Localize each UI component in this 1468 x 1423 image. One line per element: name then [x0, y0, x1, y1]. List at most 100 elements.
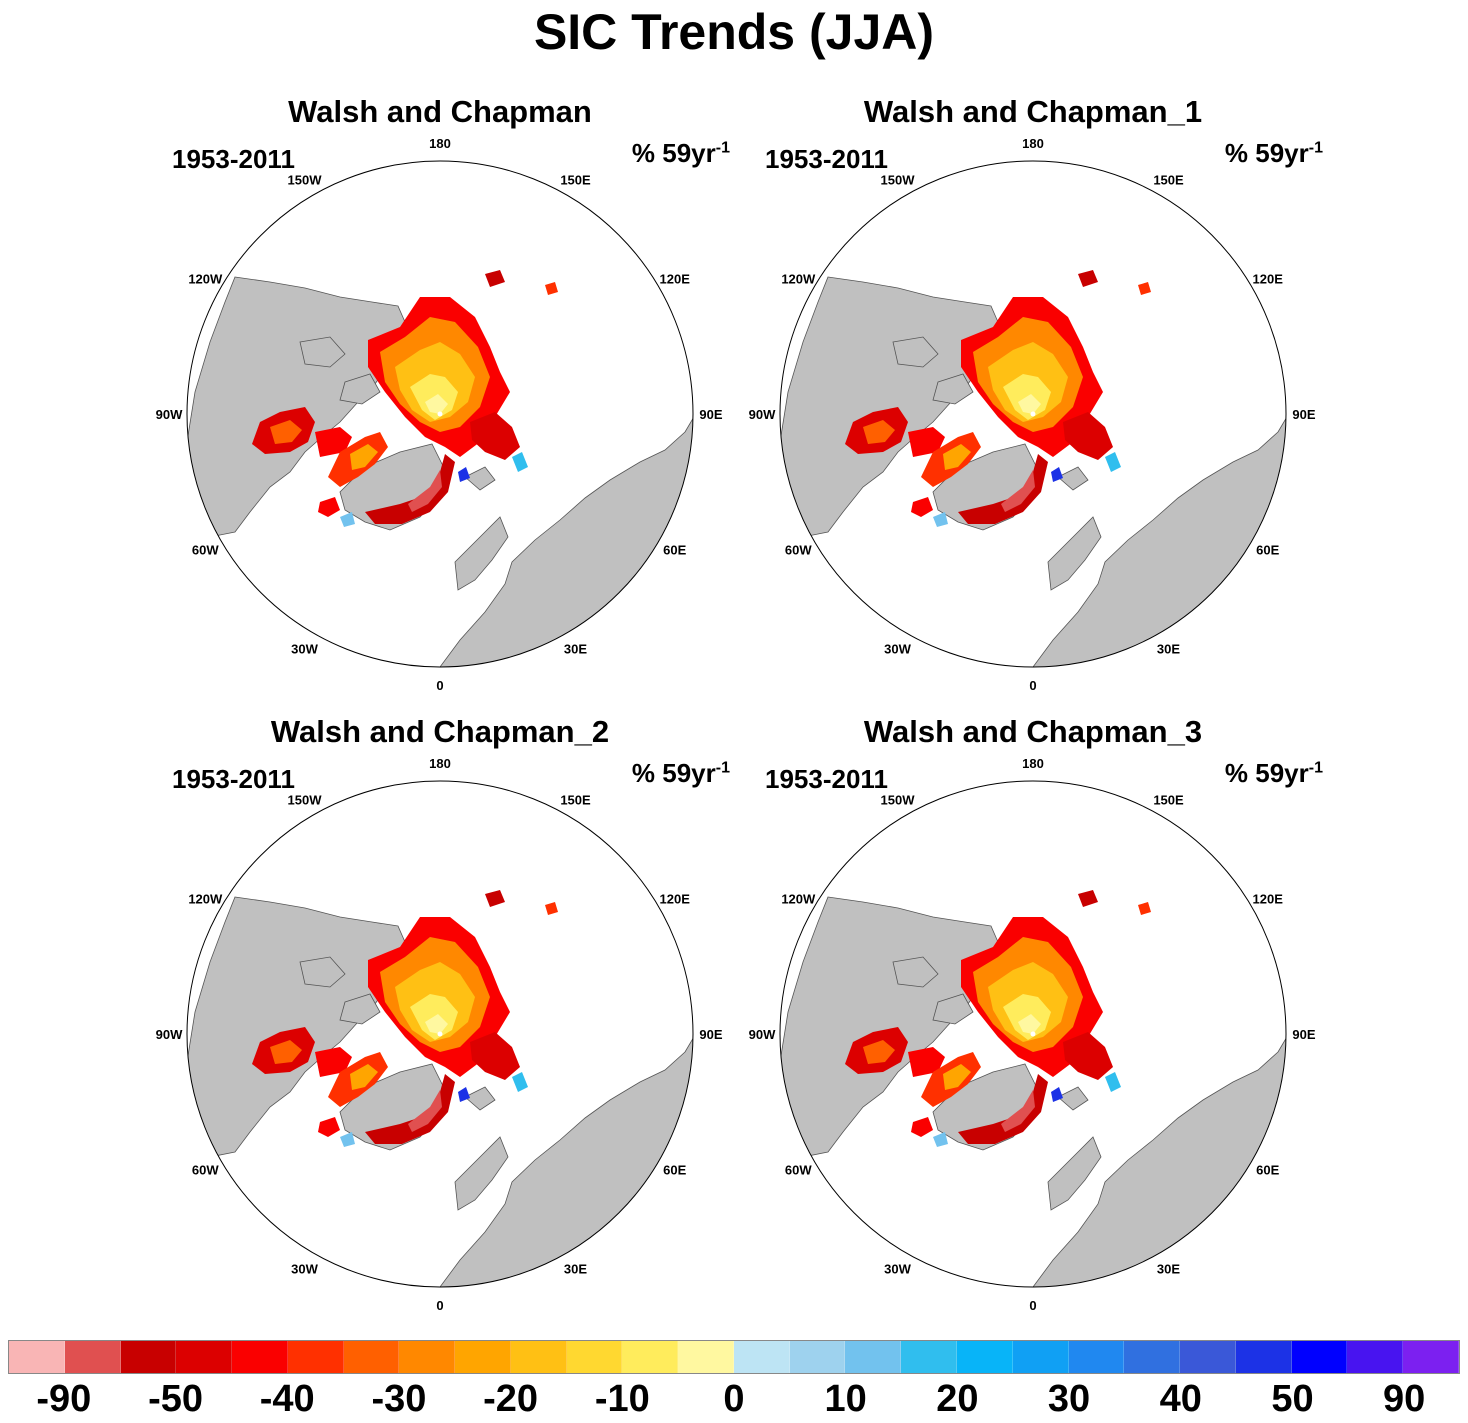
colorbar-tick-label: -90 — [36, 1378, 92, 1420]
colorbar-swatch — [845, 1341, 902, 1373]
sea-ice-trend-patch — [470, 1032, 520, 1080]
sea-ice-trend-patch — [270, 420, 302, 444]
colorbar-swatch — [120, 1341, 177, 1373]
sea-ice-trend-patch — [365, 454, 455, 524]
colorbar-swatch — [64, 1341, 121, 1373]
longitude-label: 60W — [785, 1163, 812, 1178]
sea-ice-trend-patch — [340, 1132, 355, 1147]
sea-ice-trend-patch — [470, 412, 520, 460]
sea-ice-trend-patch — [933, 512, 948, 527]
sea-ice-trend-patch — [315, 1047, 352, 1077]
colorbar-swatch — [1291, 1341, 1348, 1373]
sea-ice-trend-patch — [1138, 282, 1151, 295]
north-pole-marker — [1030, 411, 1036, 417]
longitude-label: 60E — [663, 1163, 686, 1178]
longitude-label: 90E — [1292, 1027, 1315, 1042]
colorbar-swatch — [9, 1341, 65, 1373]
sea-ice-trend-patch — [1063, 1032, 1113, 1080]
colorbar-swatch — [1347, 1341, 1404, 1373]
colorbar-swatch — [1403, 1341, 1459, 1373]
landmass-america — [187, 896, 406, 1158]
sea-ice-trend-patch — [1063, 412, 1113, 460]
longitude-label: 30E — [564, 642, 587, 657]
longitude-label: 30W — [291, 642, 318, 657]
panel-unit: % 59yr-1 — [1225, 138, 1323, 169]
sea-ice-trend-patch — [933, 1132, 948, 1147]
landmass-islands2 — [932, 993, 974, 1025]
longitude-label: 90W — [749, 407, 776, 422]
colorbar-swatch — [957, 1341, 1013, 1373]
colorbar-swatch — [1124, 1341, 1181, 1373]
sea-ice-trend-patch — [458, 467, 470, 482]
sea-ice-trend-patch — [908, 427, 945, 457]
panel-unit: % 59yr-1 — [1225, 758, 1323, 789]
longitude-label: 150W — [881, 792, 916, 807]
sea-ice-trend-patch — [425, 1014, 448, 1034]
colorbar-swatch — [287, 1341, 344, 1373]
sea-ice-trend-patch — [1051, 1087, 1063, 1102]
sea-ice-trend-patch — [350, 1064, 378, 1090]
panel-title: Walsh and Chapman_1 — [863, 94, 1203, 129]
sea-ice-trend-patch — [1138, 902, 1151, 915]
landmass-islands1 — [892, 956, 939, 988]
longitude-label: 180 — [1022, 136, 1044, 151]
polar-map: 180 150E 120E 90E 60E 30E 0 30W 60W 90W 120W 150W — [156, 756, 723, 1313]
sea-ice-trend-patch — [958, 1074, 1048, 1144]
sea-ice-trend-patch — [943, 1064, 971, 1090]
sea-ice-trend-patch — [1001, 1090, 1035, 1132]
panel-unit: % 59yr-1 — [632, 758, 730, 789]
sea-ice-trend-patch — [458, 1087, 470, 1102]
landmass-svalbard — [1057, 466, 1089, 491]
unit-exponent: -1 — [715, 759, 730, 777]
north-pole-marker — [1030, 1031, 1036, 1037]
panel-title: Walsh and Chapman_3 — [863, 714, 1203, 749]
unit-base: % 59yr — [1224, 758, 1309, 788]
longitude-label: 90W — [749, 1027, 776, 1042]
longitude-label: 0 — [436, 1298, 443, 1313]
colorbar-tick-label: 10 — [824, 1378, 867, 1420]
longitude-label: 30W — [884, 1262, 911, 1277]
map-panel: Walsh and Chapman_2 1953-2011 % 59yr-1 1… — [140, 712, 740, 1332]
colorbar-tick-label: 90 — [1383, 1378, 1426, 1420]
sea-ice-trend-patch — [425, 394, 448, 414]
unit-base: % 59yr — [631, 758, 716, 788]
map-panel: Walsh and Chapman_1 1953-2011 % 59yr-1 1… — [733, 92, 1333, 712]
landmass-america — [187, 276, 406, 538]
map-boundary — [779, 780, 1287, 1288]
unit-exponent: -1 — [1308, 139, 1323, 157]
sea-ice-trend-patch — [908, 1047, 945, 1077]
colorbar — [8, 1340, 1460, 1374]
longitude-label: 30W — [291, 1262, 318, 1277]
sea-ice-trend-patch — [1078, 890, 1098, 907]
colorbar-tick-label: 20 — [936, 1378, 979, 1420]
longitude-label: 150W — [288, 172, 323, 187]
colorbar-swatch — [1012, 1341, 1069, 1373]
longitude-label: 0 — [1029, 678, 1036, 693]
main-title: SIC Trends (JJA) — [533, 4, 935, 60]
landmass-svalbard — [1057, 1086, 1089, 1111]
longitude-label: 30E — [1157, 1262, 1180, 1277]
landmass-islands2 — [339, 373, 381, 405]
colorbar-swatch — [1068, 1341, 1125, 1373]
sea-ice-trend-patch — [315, 427, 352, 457]
longitude-label: 120E — [660, 892, 691, 907]
longitude-label: 90E — [699, 407, 722, 422]
sea-ice-trend-patch — [365, 1074, 455, 1144]
landmass-scandinavia — [454, 1136, 509, 1211]
longitude-label: 60E — [1256, 1163, 1279, 1178]
sea-ice-trend-patch — [408, 470, 442, 512]
colorbar-swatch — [176, 1341, 233, 1373]
sea-ice-trend-patch — [318, 497, 340, 517]
colorbar-swatch — [566, 1341, 623, 1373]
longitude-label: 30E — [564, 1262, 587, 1277]
panel-period: 1953-2011 — [172, 144, 295, 174]
sea-ice-trend-patch — [863, 1040, 895, 1064]
colorbar-tick-label: -30 — [371, 1378, 427, 1420]
sea-ice-trend-patch — [911, 497, 933, 517]
colorbar-swatch — [622, 1341, 679, 1373]
sea-ice-trend-patch — [1018, 394, 1041, 414]
landmass-islands1 — [892, 336, 939, 368]
longitude-label: 60E — [1256, 543, 1279, 558]
colorbar-swatch — [901, 1341, 958, 1373]
sea-ice-trend-patch — [1105, 452, 1121, 472]
